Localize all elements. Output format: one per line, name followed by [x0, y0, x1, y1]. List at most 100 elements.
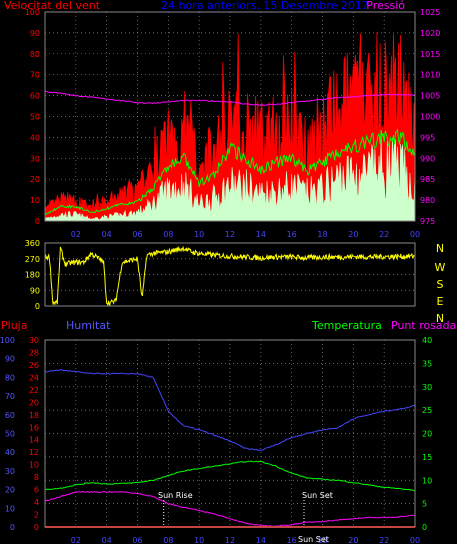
wind-speed-title: Velocitat del vent [4, 0, 101, 12]
humidity-temperature-panel: 0510152025303540010203040506070809010002… [0, 336, 432, 544]
temperature-y-tick-label: 30 [422, 383, 432, 392]
x-tick-label: 08 [163, 536, 173, 544]
panel-frame [44, 11, 416, 222]
sunset-label: Sun Set [302, 491, 333, 500]
x-tick-label: 02 [71, 230, 81, 239]
pressure-series [44, 90, 416, 106]
temperature-title: Temperatura [311, 319, 382, 332]
wind-speed-series [44, 136, 416, 222]
humidity-y-tick-label: 8 [34, 473, 39, 482]
pressure-y-tick-label: 1005 [420, 92, 440, 101]
compass-label: W [435, 261, 446, 274]
rain-y-tick-label: 0 [10, 523, 15, 532]
wind-y-tick-label: 10 [30, 196, 40, 205]
humidity-y-tick-label: 18 [29, 411, 39, 420]
rain-y-tick-label: 30 [5, 467, 15, 476]
humidity-y-tick-label: 30 [29, 336, 39, 345]
x-tick-label: 06 [132, 230, 142, 239]
pressure-y-tick-label: 990 [420, 154, 435, 163]
compass-label: S [437, 278, 444, 291]
chart-title: 24 hora anteriors, 15 Desembre 2017 [161, 0, 369, 12]
temperature-y-tick-label: 0 [422, 523, 427, 532]
direction-y-tick-label: 0 [35, 302, 40, 311]
rain-y-tick-label: 10 [5, 504, 15, 513]
x-tick-label: 10 [194, 536, 204, 544]
wind-y-tick-label: 80 [30, 50, 40, 59]
humidity-y-tick-label: 12 [29, 448, 39, 457]
wind-y-tick-label: 30 [30, 154, 40, 163]
pressure-y-tick-label: 995 [420, 133, 435, 142]
x-tick-label: 20 [348, 230, 358, 239]
x-tick-label: 20 [348, 536, 358, 544]
wind-y-tick-label: 50 [30, 113, 40, 122]
x-tick-label: 04 [102, 536, 112, 544]
x-tick-label: 12 [225, 536, 235, 544]
pressure-y-tick-label: 1000 [420, 113, 440, 122]
pressure-y-tick-label: 1020 [420, 29, 440, 38]
temperature-y-tick-label: 25 [422, 406, 432, 415]
rain-y-tick-label: 40 [5, 448, 15, 457]
temperature-y-tick-label: 5 [422, 500, 427, 509]
pressure-y-tick-label: 1010 [420, 71, 440, 80]
rain-y-tick-label: 80 [5, 373, 15, 382]
temperature-y-tick-label: 20 [422, 430, 432, 439]
rain-y-tick-label: 50 [5, 430, 15, 439]
wind-pressure-panel: 0102030405060708090100975980985990995100… [25, 8, 441, 239]
dewpoint-title: Punt rosada [391, 319, 456, 332]
humidity-y-tick-label: 16 [29, 423, 39, 432]
x-tick-label: 10 [194, 230, 204, 239]
rain-y-tick-label: 100 [0, 336, 15, 345]
x-tick-label: 16 [287, 536, 297, 544]
humidity-y-tick-label: 26 [29, 361, 39, 370]
pressure-y-tick-label: 1025 [420, 8, 440, 17]
temperature-series [44, 460, 416, 491]
humidity-y-tick-label: 10 [29, 461, 39, 470]
wind-y-tick-label: 60 [30, 92, 40, 101]
pressure-y-tick-label: 980 [420, 196, 435, 205]
pressure-title: Pressió [366, 0, 405, 12]
humidity-y-tick-label: 24 [29, 373, 39, 382]
compass-label: E [437, 295, 444, 308]
x-tick-label: 00 [410, 230, 420, 239]
x-tick-label: 14 [256, 230, 266, 239]
panel-frame [44, 339, 416, 528]
humidity-y-tick-label: 20 [29, 398, 39, 407]
humidity-y-tick-label: 14 [29, 436, 39, 445]
temperature-y-tick-label: 10 [422, 476, 432, 485]
humidity-y-tick-label: 0 [34, 523, 39, 532]
temperature-y-tick-label: 15 [422, 453, 432, 462]
direction-y-tick-label: 270 [25, 255, 40, 264]
direction-y-tick-label: 90 [30, 286, 40, 295]
rain-y-tick-label: 70 [5, 392, 15, 401]
x-tick-label: 04 [102, 230, 112, 239]
wind-gust-series [44, 31, 416, 222]
wind-average-series [44, 128, 416, 216]
dewpoint-series [44, 490, 416, 527]
humidity-y-tick-label: 6 [34, 486, 39, 495]
temperature-y-tick-label: 40 [422, 336, 432, 345]
humidity-title: Humitat [66, 319, 111, 332]
humidity-y-tick-label: 22 [29, 386, 39, 395]
humidity-y-tick-label: 4 [34, 498, 39, 507]
rain-y-tick-label: 90 [5, 355, 15, 364]
x-tick-label: 22 [379, 230, 389, 239]
wind-y-tick-label: 90 [30, 29, 40, 38]
wind-y-tick-label: 20 [30, 175, 40, 184]
panel-frame [44, 242, 416, 307]
temperature-y-tick-label: 35 [422, 359, 432, 368]
x-tick-label: 14 [256, 536, 266, 544]
pressure-y-tick-label: 1015 [420, 50, 440, 59]
humidity-y-tick-label: 28 [29, 348, 39, 357]
humidity-y-tick-label: 2 [34, 511, 39, 520]
pressure-y-tick-label: 975 [420, 217, 435, 226]
x-tick-label: 22 [379, 536, 389, 544]
direction-y-tick-label: 360 [25, 239, 40, 248]
x-tick-label: 08 [163, 230, 173, 239]
sunset-label-bottom: Sun Set [298, 535, 329, 544]
x-tick-label: 00 [410, 536, 420, 544]
x-tick-label: 18 [317, 230, 327, 239]
rain-y-tick-label: 20 [5, 486, 15, 495]
x-tick-label: 02 [71, 536, 81, 544]
